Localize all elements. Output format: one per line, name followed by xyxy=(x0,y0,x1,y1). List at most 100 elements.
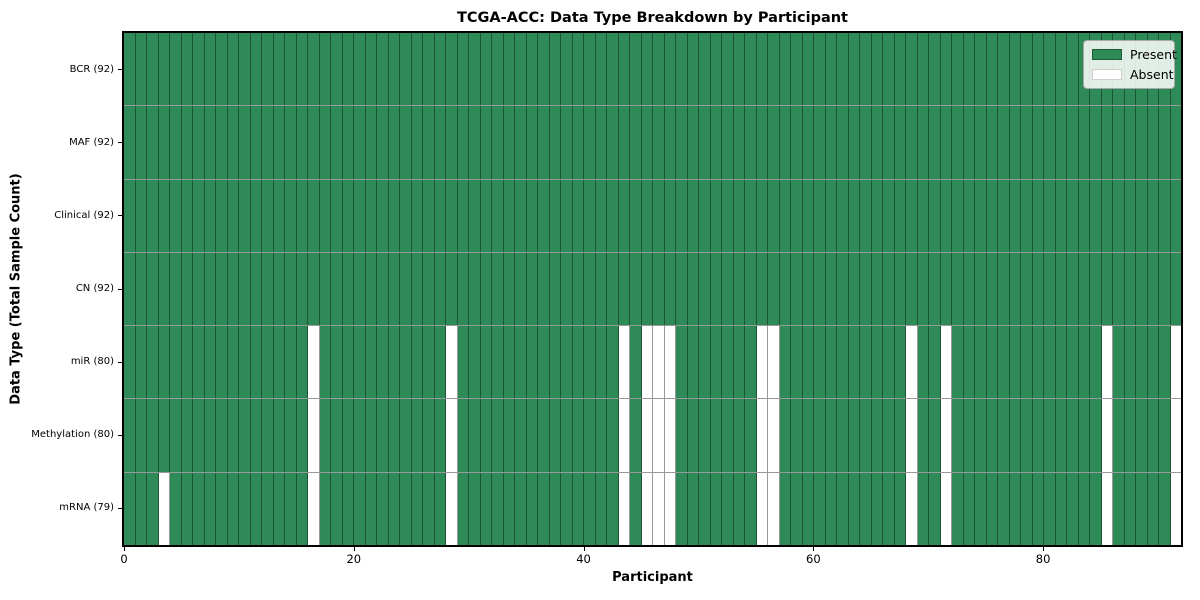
heatmap-cell-present xyxy=(687,179,699,252)
heatmap-cell-present xyxy=(434,106,446,179)
heatmap-cell-present xyxy=(561,252,573,326)
heatmap-cell-present xyxy=(193,472,205,545)
heatmap-cell-present xyxy=(411,252,423,326)
heatmap-cell-present xyxy=(848,33,860,106)
heatmap-cell-present xyxy=(423,33,435,106)
heatmap-cell-present xyxy=(469,399,481,472)
heatmap-cell-present xyxy=(975,472,987,545)
heatmap-cell-present xyxy=(848,472,860,545)
heatmap-cell-present xyxy=(480,472,492,545)
heatmap-cell-present xyxy=(239,179,251,252)
heatmap-cell-present xyxy=(1159,472,1171,545)
heatmap-cell-present xyxy=(331,326,343,399)
heatmap-cell-present xyxy=(538,326,550,399)
heatmap-cell-present xyxy=(135,472,147,545)
heatmap-cell-present xyxy=(526,399,538,472)
heatmap-cell-present xyxy=(411,33,423,106)
heatmap-cell-present xyxy=(1170,33,1181,106)
heatmap-cell-absent xyxy=(940,472,952,545)
heatmap-cell-present xyxy=(814,472,826,545)
heatmap-cell-present xyxy=(722,179,734,252)
heatmap-cell-present xyxy=(883,326,895,399)
heatmap-cell-present xyxy=(158,179,170,252)
heatmap-cell-present xyxy=(239,399,251,472)
heatmap-cell-present xyxy=(549,399,561,472)
heatmap-cell-present xyxy=(802,252,814,326)
heatmap-cell-present xyxy=(584,326,596,399)
legend: Present Absent xyxy=(1083,40,1177,89)
heatmap-cell-present xyxy=(837,33,849,106)
heatmap-cell-present xyxy=(837,179,849,252)
heatmap-cell-present xyxy=(296,472,308,545)
heatmap-cell-present xyxy=(664,106,676,179)
heatmap-cell-present xyxy=(745,106,757,179)
heatmap-cell-present xyxy=(1055,326,1067,399)
heatmap-cell-present xyxy=(929,472,941,545)
heatmap-cell-present xyxy=(699,179,711,252)
heatmap-cell-present xyxy=(181,252,193,326)
heatmap-cell-present xyxy=(423,326,435,399)
heatmap-cell-present xyxy=(331,106,343,179)
heatmap-cell-present xyxy=(664,179,676,252)
heatmap-cell-present xyxy=(285,179,297,252)
heatmap-cell-present xyxy=(250,106,262,179)
heatmap-cell-present xyxy=(124,179,136,252)
heatmap-cell-present xyxy=(595,472,607,545)
heatmap-cell-absent xyxy=(653,472,665,545)
heatmap-cell-present xyxy=(1067,106,1079,179)
heatmap-cell-present xyxy=(204,399,216,472)
heatmap-cell-absent xyxy=(1101,399,1113,472)
heatmap-cell-present xyxy=(1055,399,1067,472)
heatmap-cell-present xyxy=(779,106,791,179)
heatmap-cell-present xyxy=(319,472,331,545)
heatmap-cell-present xyxy=(227,106,239,179)
heatmap-cell-present xyxy=(227,472,239,545)
heatmap-cell-present xyxy=(273,33,285,106)
heatmap-cell-present xyxy=(676,326,688,399)
heatmap-cell-present xyxy=(216,106,228,179)
heatmap-cell-present xyxy=(1044,106,1056,179)
heatmap-cell-present xyxy=(538,106,550,179)
heatmap-cell-present xyxy=(1159,179,1171,252)
heatmap-cell-present xyxy=(204,106,216,179)
heatmap-cell-present xyxy=(618,252,630,326)
heatmap-cell-present xyxy=(411,179,423,252)
legend-present-swatch xyxy=(1092,49,1122,60)
heatmap-cell-present xyxy=(1009,179,1021,252)
heatmap-cell-present xyxy=(147,472,159,545)
heatmap-cell-present xyxy=(768,33,780,106)
heatmap-cell-present xyxy=(722,399,734,472)
heatmap-cell-present xyxy=(1078,106,1090,179)
heatmap-cell-present xyxy=(388,472,400,545)
heatmap-cell-present xyxy=(860,399,872,472)
heatmap-cell-present xyxy=(722,326,734,399)
heatmap-cell-present xyxy=(285,106,297,179)
heatmap-cell-present xyxy=(411,106,423,179)
heatmap-cell-present xyxy=(135,179,147,252)
x-tick-mark xyxy=(124,547,125,551)
heatmap-cell-present xyxy=(1159,252,1171,326)
heatmap-cell-present xyxy=(354,252,366,326)
heatmap-cell-present xyxy=(170,399,182,472)
heatmap-cell-present xyxy=(1078,399,1090,472)
heatmap-cell-present xyxy=(342,326,354,399)
heatmap-cell-present xyxy=(998,399,1010,472)
heatmap-cell-present xyxy=(365,252,377,326)
heatmap-cell-absent xyxy=(308,326,320,399)
heatmap-cell-present xyxy=(1009,252,1021,326)
heatmap-cell-present xyxy=(216,472,228,545)
heatmap-cell-present xyxy=(400,326,412,399)
heatmap-cell-present xyxy=(986,399,998,472)
heatmap-cell-present xyxy=(802,106,814,179)
heatmap-cell-present xyxy=(687,33,699,106)
heatmap-cell-present xyxy=(641,106,653,179)
heatmap-cell-present xyxy=(963,252,975,326)
heatmap-cell-present xyxy=(1136,179,1148,252)
heatmap-cell-present xyxy=(664,33,676,106)
heatmap-cell-present xyxy=(538,472,550,545)
heatmap-cell-present xyxy=(377,399,389,472)
heatmap-cell-present xyxy=(733,106,745,179)
heatmap-cell-present xyxy=(572,179,584,252)
heatmap-cell-present xyxy=(940,252,952,326)
heatmap-cell-present xyxy=(1055,472,1067,545)
